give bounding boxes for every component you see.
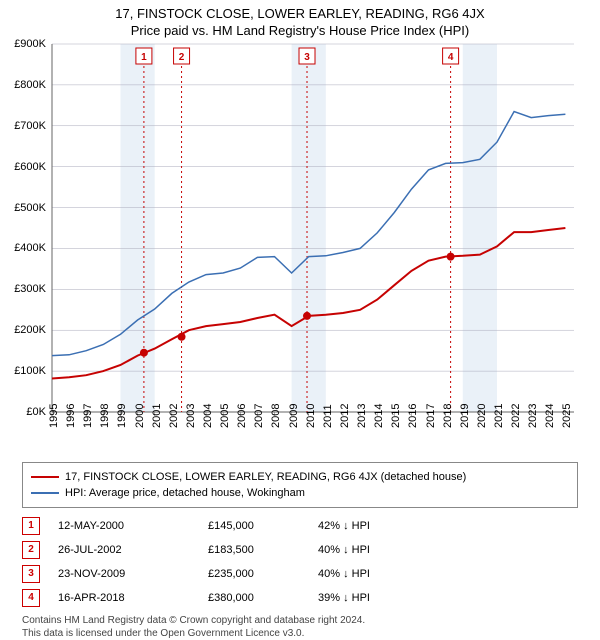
- x-tick-label: 2010: [305, 404, 317, 428]
- x-tick-label: 2017: [425, 404, 437, 428]
- marker-badge: 4: [22, 589, 40, 607]
- x-tick-label: 2007: [253, 404, 265, 428]
- x-tick-label: 2022: [510, 404, 522, 428]
- svg-text:3: 3: [304, 52, 310, 63]
- x-tick-label: 2020: [476, 404, 488, 428]
- x-tick-label: 2008: [270, 404, 282, 428]
- x-tick-label: 2001: [151, 404, 163, 428]
- legend-label: HPI: Average price, detached house, Woki…: [65, 485, 305, 501]
- x-tick-label: 2006: [236, 404, 248, 428]
- legend-row-property: 17, FINSTOCK CLOSE, LOWER EARLEY, READIN…: [31, 469, 569, 485]
- legend-label: 17, FINSTOCK CLOSE, LOWER EARLEY, READIN…: [65, 469, 466, 485]
- y-tick-label: £200K: [14, 324, 46, 336]
- footer: Contains HM Land Registry data © Crown c…: [22, 614, 578, 640]
- x-tick-label: 2023: [527, 404, 539, 428]
- table-row: 4 16-APR-2018 £380,000 39% ↓ HPI: [22, 586, 578, 610]
- footer-line: Contains HM Land Registry data © Crown c…: [22, 614, 578, 627]
- x-tick-label: 2004: [202, 404, 214, 428]
- footer-line: This data is licensed under the Open Gov…: [22, 627, 578, 640]
- marker-badge: 1: [22, 517, 40, 535]
- legend-swatch: [31, 492, 59, 494]
- sale-date: 12-MAY-2000: [58, 514, 208, 538]
- x-tick-label: 2018: [442, 404, 454, 428]
- sale-delta: 42% ↓ HPI: [318, 514, 458, 538]
- x-tick-label: 2000: [134, 404, 146, 428]
- marker-badge: 2: [22, 541, 40, 559]
- marker-badge: 3: [22, 565, 40, 583]
- x-tick-label: 2014: [373, 404, 385, 428]
- y-tick-label: £900K: [14, 38, 46, 50]
- sale-delta: 40% ↓ HPI: [318, 562, 458, 586]
- y-tick-label: £400K: [14, 242, 46, 254]
- x-tick-label: 2009: [288, 404, 300, 428]
- sale-delta: 39% ↓ HPI: [318, 586, 458, 610]
- y-tick-label: £100K: [14, 365, 46, 377]
- x-tick-label: 2024: [544, 404, 556, 428]
- x-tick-label: 1999: [116, 404, 128, 428]
- x-tick-label: 2012: [339, 404, 351, 428]
- table-row: 1 12-MAY-2000 £145,000 42% ↓ HPI: [22, 514, 578, 538]
- sales-table: 1 12-MAY-2000 £145,000 42% ↓ HPI 2 26-JU…: [22, 514, 578, 610]
- sale-price: £145,000: [208, 514, 318, 538]
- y-tick-label: £700K: [14, 120, 46, 132]
- legend-row-hpi: HPI: Average price, detached house, Woki…: [31, 485, 569, 501]
- x-tick-label: 2021: [493, 404, 505, 428]
- x-tick-label: 1995: [48, 404, 60, 428]
- x-tick-label: 2011: [322, 404, 334, 428]
- x-tick-label: 2025: [561, 404, 573, 428]
- x-tick-label: 1997: [82, 404, 94, 428]
- chart-svg: 1 2 3 4: [50, 42, 580, 452]
- page-subtitle: Price paid vs. HM Land Registry's House …: [0, 21, 600, 42]
- sale-date: 23-NOV-2009: [58, 562, 208, 586]
- legend: 17, FINSTOCK CLOSE, LOWER EARLEY, READIN…: [22, 462, 578, 508]
- x-tick-label: 1996: [65, 404, 77, 428]
- x-tick-label: 2002: [168, 404, 180, 428]
- svg-text:1: 1: [141, 52, 147, 63]
- sale-price: £235,000: [208, 562, 318, 586]
- svg-text:2: 2: [179, 52, 185, 63]
- svg-text:4: 4: [448, 52, 454, 63]
- x-tick-label: 2003: [185, 404, 197, 428]
- y-tick-label: £500K: [14, 202, 46, 214]
- y-tick-label: £0K: [26, 406, 46, 418]
- x-tick-label: 2013: [356, 404, 368, 428]
- y-tick-label: £300K: [14, 283, 46, 295]
- x-tick-label: 2016: [407, 404, 419, 428]
- x-tick-label: 2005: [219, 404, 231, 428]
- page-title: 17, FINSTOCK CLOSE, LOWER EARLEY, READIN…: [0, 0, 600, 21]
- sale-price: £380,000: [208, 586, 318, 610]
- x-tick-label: 1998: [99, 404, 111, 428]
- x-tick-label: 2019: [459, 404, 471, 428]
- legend-swatch: [31, 476, 59, 478]
- x-tick-label: 2015: [390, 404, 402, 428]
- sale-date: 16-APR-2018: [58, 586, 208, 610]
- sale-price: £183,500: [208, 538, 318, 562]
- sale-delta: 40% ↓ HPI: [318, 538, 458, 562]
- price-chart: 1234 £0K£100K£200K£300K£400K£500K£600K£7…: [50, 42, 580, 452]
- sale-date: 26-JUL-2002: [58, 538, 208, 562]
- table-row: 2 26-JUL-2002 £183,500 40% ↓ HPI: [22, 538, 578, 562]
- y-tick-label: £600K: [14, 161, 46, 173]
- y-tick-label: £800K: [14, 79, 46, 91]
- table-row: 3 23-NOV-2009 £235,000 40% ↓ HPI: [22, 562, 578, 586]
